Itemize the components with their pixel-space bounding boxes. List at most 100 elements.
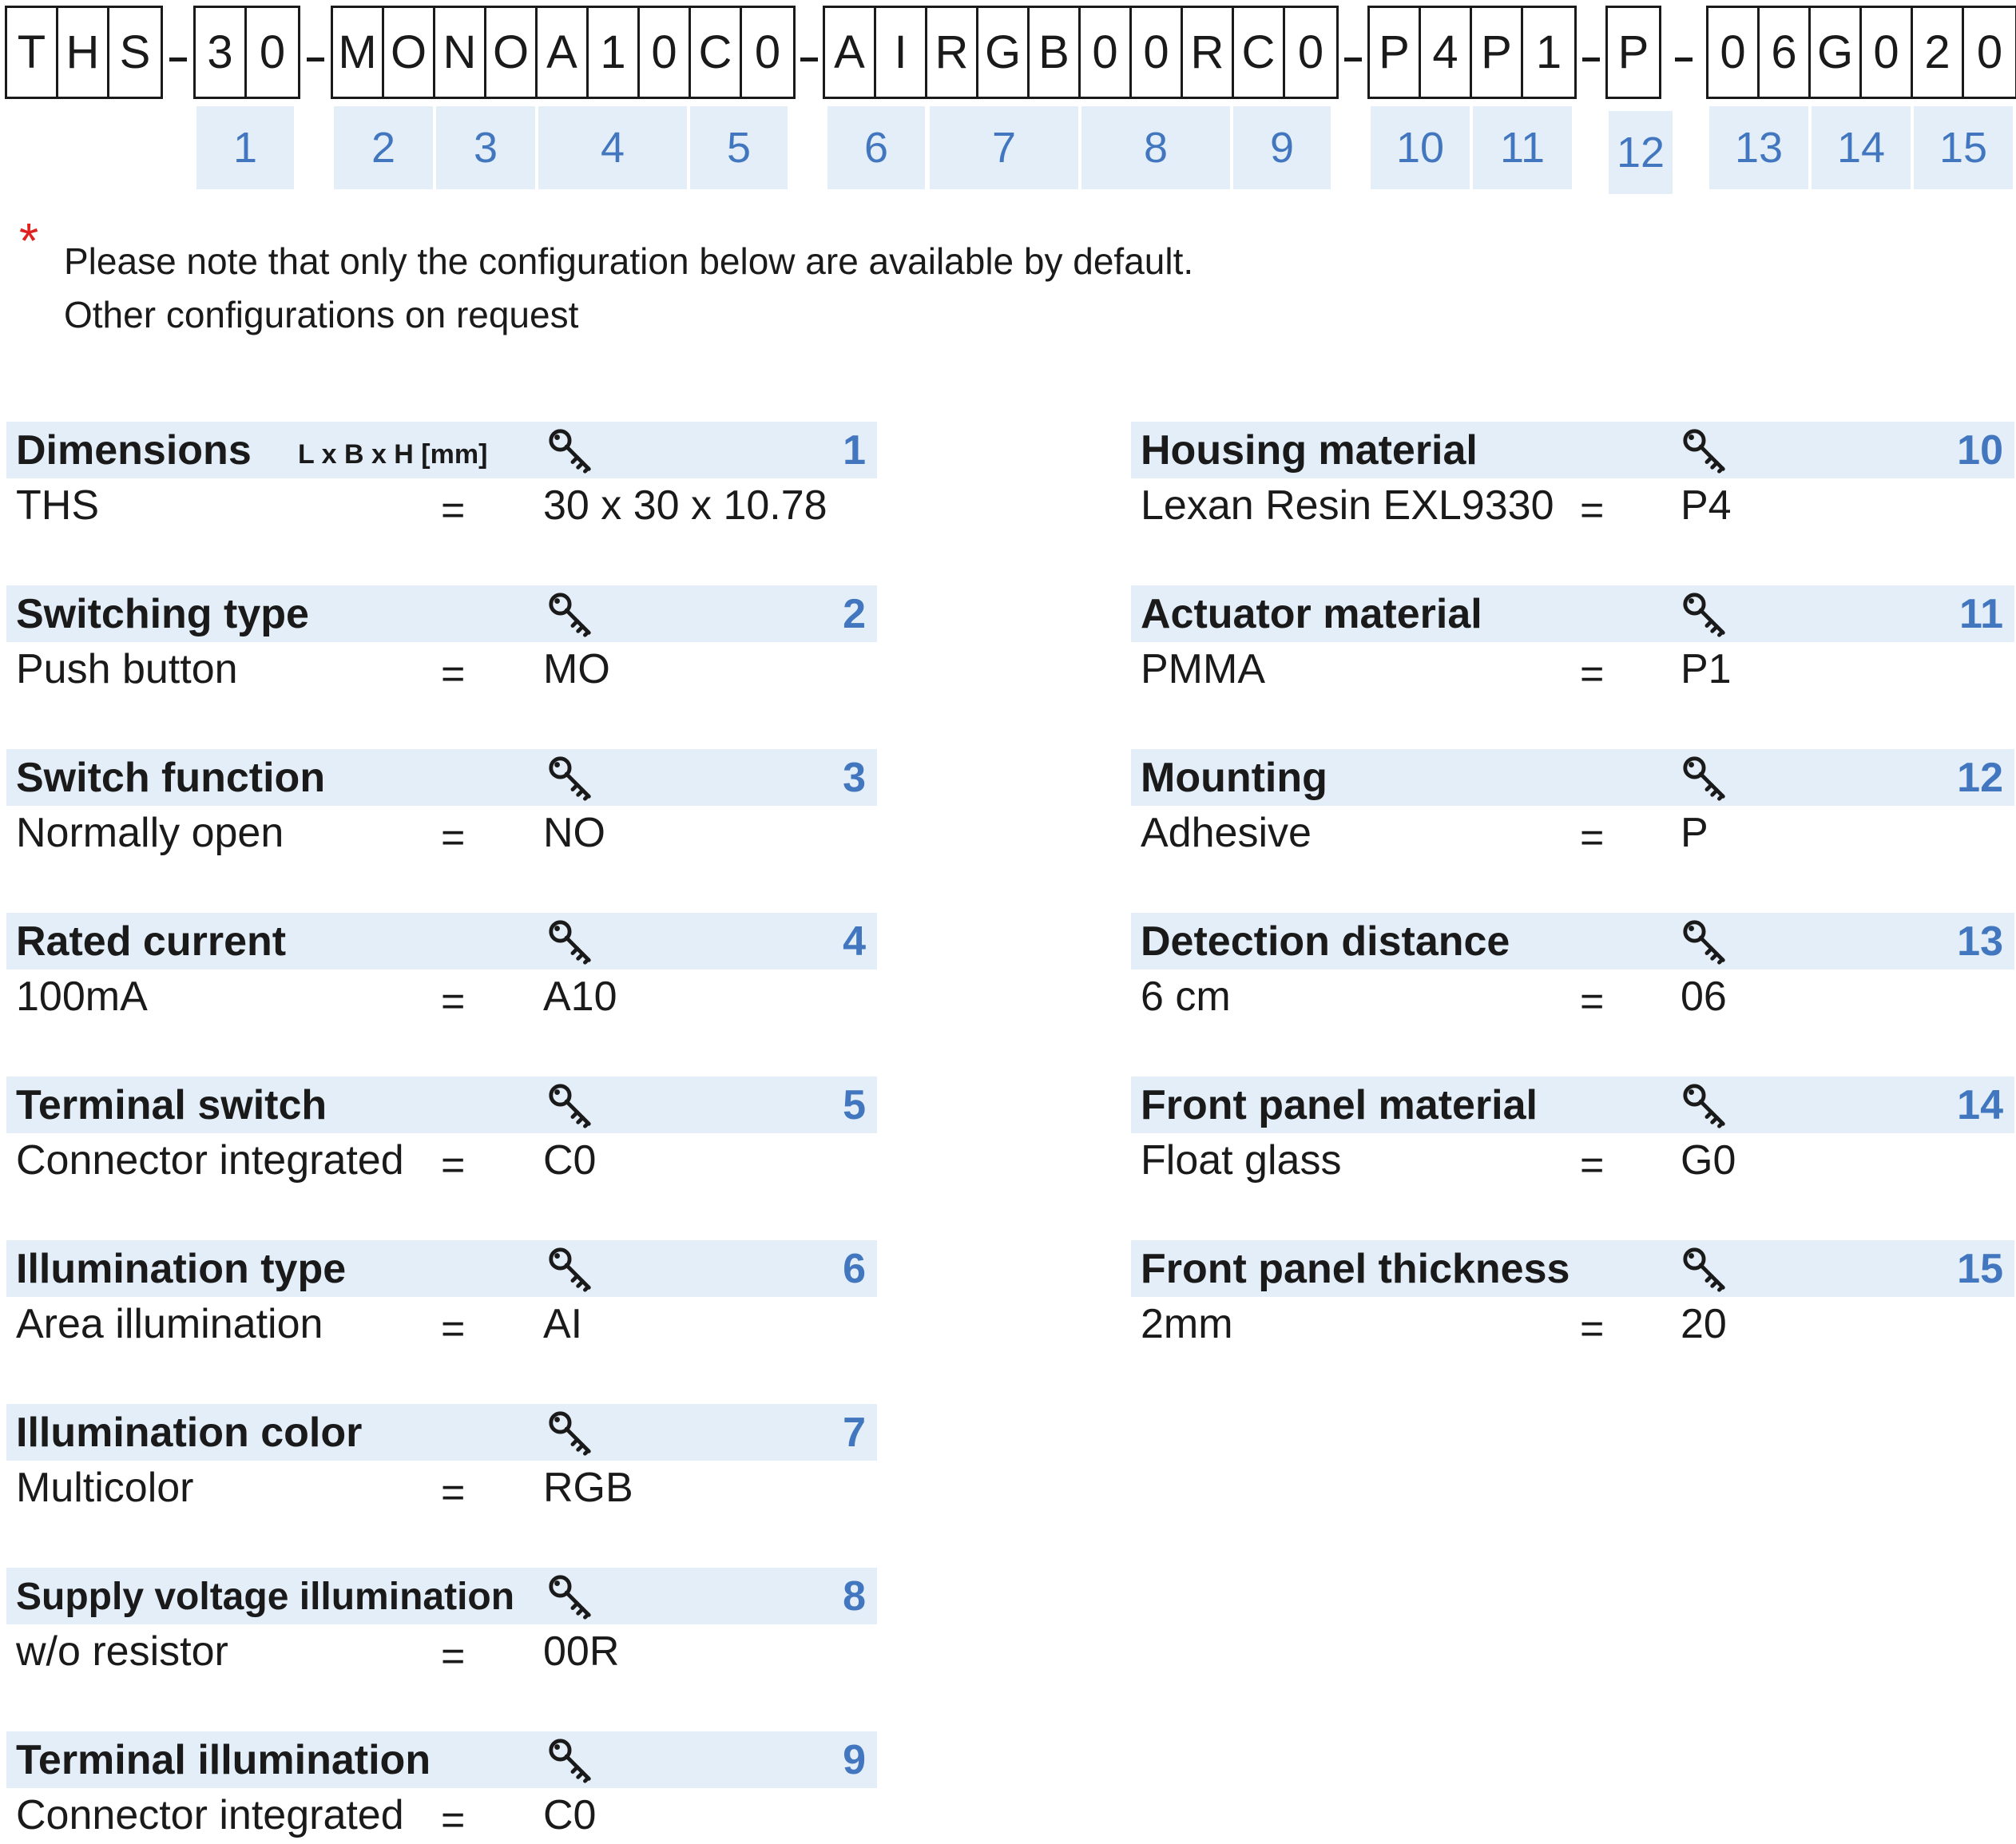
section-number: 3	[843, 755, 866, 801]
config-section: Illumination type 6 Area illumination = AI	[6, 1240, 877, 1352]
key-icon	[546, 754, 596, 803]
option-label: Adhesive	[1141, 810, 1312, 856]
option-label: PMMA	[1141, 646, 1265, 692]
key-icon	[1681, 918, 1730, 967]
code-char: 0	[1862, 8, 1913, 97]
code-char: O	[384, 8, 435, 97]
option-label: Lexan Resin EXL9330	[1141, 482, 1554, 529]
code-char: 2	[1913, 8, 1964, 97]
config-section: Terminal illumination 9 Connector integrat…	[6, 1731, 877, 1843]
section-row: Connector integrated = C0	[6, 1133, 877, 1188]
section-row: w/o resistor = 00R	[6, 1624, 877, 1679]
section-title: Housing material	[1141, 427, 1478, 474]
section-title: Actuator material	[1141, 591, 1482, 637]
section-header: Terminal switch 5	[6, 1077, 877, 1133]
equals-sign: =	[1580, 651, 1605, 697]
option-code: G0	[1681, 1137, 1736, 1184]
position-number: 15	[1914, 106, 2013, 189]
section-row: Multicolor = RGB	[6, 1461, 877, 1516]
section-title: Mounting	[1141, 755, 1327, 801]
equals-sign: =	[441, 1797, 466, 1843]
section-subtitle: L x B x H [mm]	[298, 439, 488, 470]
config-section: Housing material 10 Lexan Resin EXL9330 = P4	[1131, 422, 2014, 533]
section-header: Mounting 12	[1131, 749, 2014, 806]
position-number: 5	[690, 106, 788, 189]
section-row: Area illumination = AI	[6, 1297, 877, 1352]
key-icon	[1681, 1081, 1730, 1131]
section-row: Push button = MO	[6, 642, 877, 697]
equals-sign: =	[441, 1306, 466, 1352]
section-header: Switch function 3	[6, 749, 877, 806]
option-code: 00R	[543, 1628, 620, 1675]
equals-sign: =	[441, 1469, 466, 1516]
code-char: P	[1472, 8, 1523, 97]
option-label: Float glass	[1141, 1137, 1342, 1184]
key-icon	[546, 426, 596, 476]
position-number: 11	[1473, 106, 1572, 189]
section-number: 7	[843, 1410, 866, 1456]
config-section: Front panel material 14 Float glass = G0	[1131, 1077, 2014, 1188]
equals-sign: =	[441, 1633, 466, 1679]
key-icon	[546, 1572, 596, 1622]
code-char: 3	[196, 8, 247, 97]
note-asterisk: *	[19, 214, 39, 269]
section-header: Housing material 10	[1131, 422, 2014, 478]
equals-sign: =	[1580, 815, 1605, 861]
key-icon	[546, 918, 596, 967]
option-code: C0	[543, 1137, 597, 1184]
note-line-1: Please note that only the configuration …	[64, 240, 1194, 282]
section-header: Terminal illumination 9	[6, 1731, 877, 1788]
section-title: Front panel thickness	[1141, 1246, 1570, 1292]
code-char: R	[927, 8, 978, 97]
equals-sign: =	[441, 487, 466, 533]
section-title: Rated current	[16, 918, 287, 965]
position-number: 6	[827, 106, 925, 189]
code-char: 0	[1285, 8, 1336, 97]
option-code: AI	[543, 1301, 583, 1347]
section-number: 6	[843, 1246, 866, 1292]
section-number: 1	[843, 427, 866, 474]
equals-sign: =	[441, 815, 466, 861]
position-number: 8	[1081, 106, 1230, 189]
equals-sign: =	[441, 651, 466, 697]
code-char: 1	[589, 8, 640, 97]
position-number: 13	[1709, 106, 1808, 189]
code-char: N	[435, 8, 486, 97]
position-number: 1	[196, 106, 294, 189]
code-char: T	[7, 8, 58, 97]
code-char: O	[486, 8, 538, 97]
code-separator	[800, 58, 818, 61]
option-label: Connector integrated	[16, 1137, 404, 1184]
code-char: M	[333, 8, 384, 97]
section-row: 2mm = 20	[1131, 1297, 2014, 1352]
section-title: Switch function	[16, 755, 326, 801]
code-char: 0	[1132, 8, 1183, 97]
code-char: 6	[1760, 8, 1811, 97]
key-icon	[1681, 1245, 1730, 1295]
code-separator	[1344, 58, 1362, 61]
equals-sign: =	[441, 1142, 466, 1188]
config-section: Terminal switch 5 Connector integrated = C0	[6, 1077, 877, 1188]
key-icon	[1681, 754, 1730, 803]
code-char: 0	[742, 8, 793, 97]
config-section: Actuator material 11 PMMA = P1	[1131, 585, 2014, 697]
position-number: 14	[1812, 106, 1911, 189]
equals-sign: =	[1580, 1306, 1605, 1352]
position-number: 9	[1233, 106, 1331, 189]
code-char: G	[1811, 8, 1862, 97]
section-number: 11	[1959, 591, 2003, 637]
section-row: Float glass = G0	[1131, 1133, 2014, 1188]
option-label: Area illumination	[16, 1301, 323, 1347]
section-number: 13	[1957, 918, 2003, 965]
section-row: 6 cm = 06	[1131, 970, 2014, 1025]
section-title: Dimensions	[16, 427, 252, 474]
note-line-2: Other configurations on request	[64, 294, 579, 335]
code-char: S	[109, 8, 161, 97]
option-label: THS	[16, 482, 99, 529]
section-header: Rated current 4	[6, 913, 877, 970]
config-section: Dimensions L x B x H [mm] 1 THS = 30 x 30 x 1…	[6, 422, 877, 533]
